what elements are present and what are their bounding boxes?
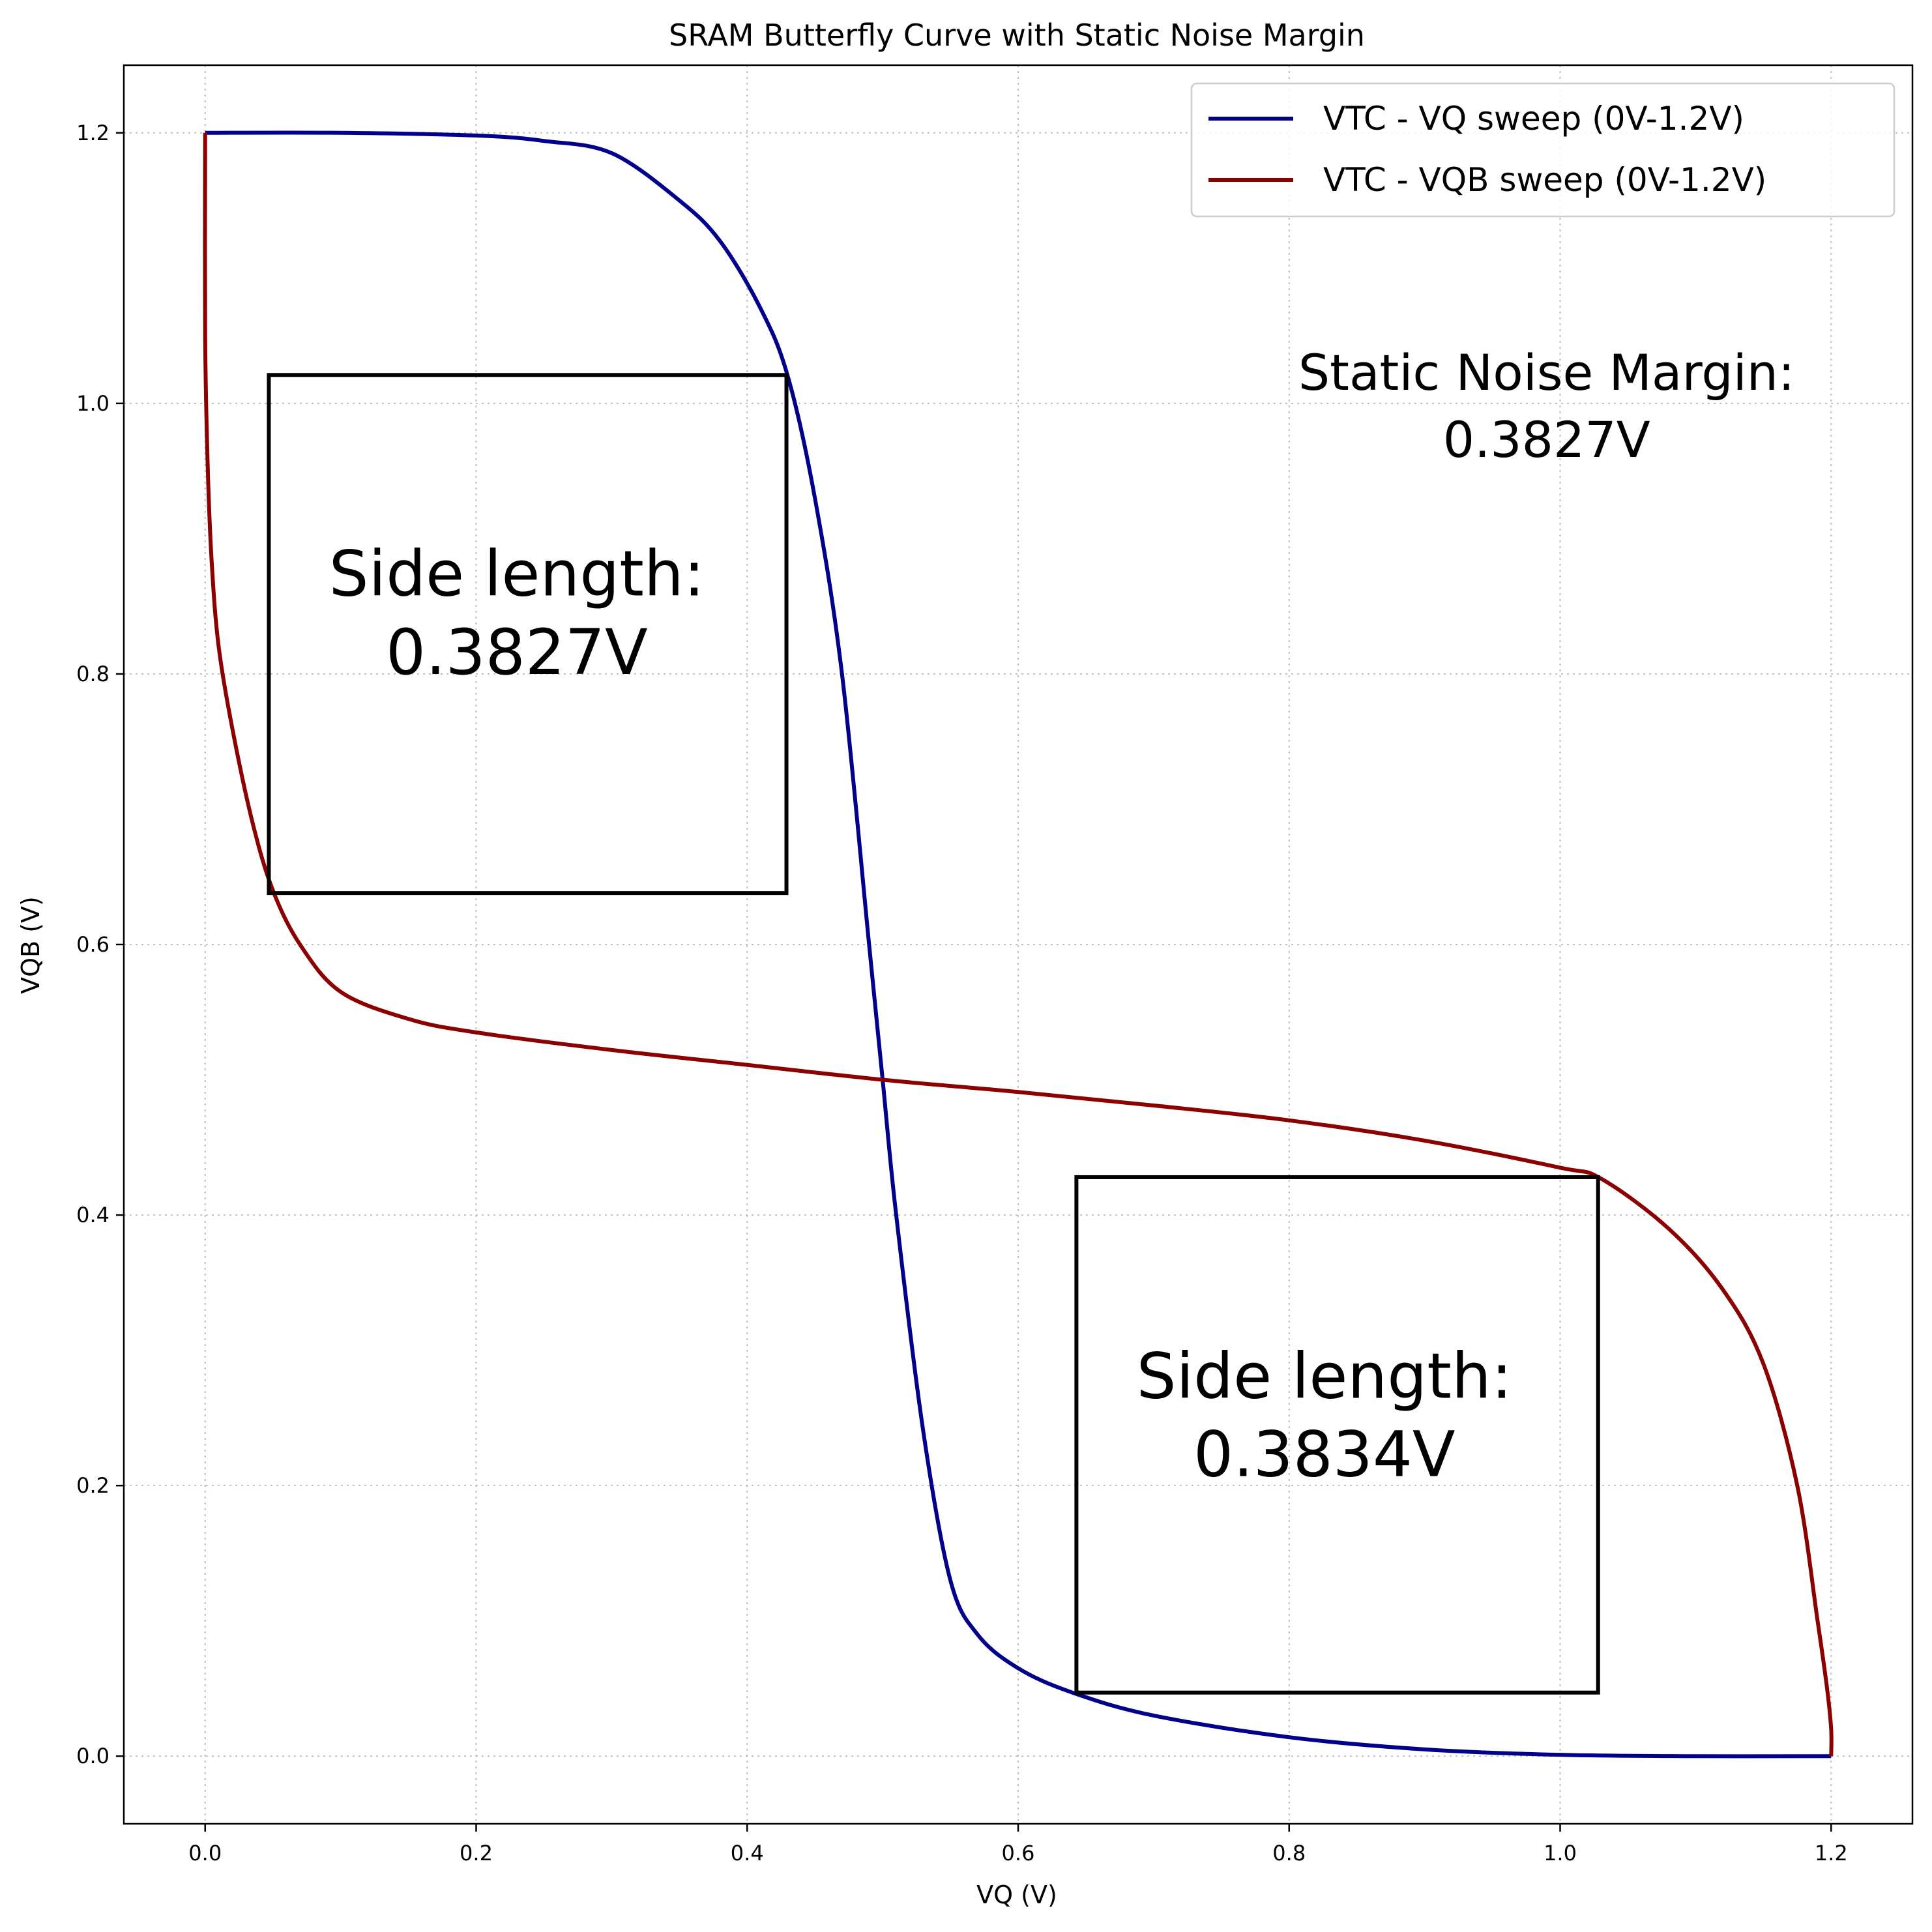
x-tick-label: 1.2: [1815, 1841, 1848, 1866]
annotations: Static Noise Margin: 0.3827V: [1298, 344, 1795, 469]
x-tick-label: 0.0: [188, 1841, 222, 1866]
legend: VTC - VQ sweep (0V-1.2V) VTC - VQB sweep…: [1190, 82, 1895, 218]
side-length-value: 0.3827V: [386, 616, 648, 689]
y-tick-label: 0.4: [76, 1203, 110, 1227]
legend-frame: [1190, 82, 1895, 218]
y-tick-label: 0.8: [76, 662, 110, 686]
y-tick-label: 1.2: [76, 121, 110, 145]
series-vqb-sweep: [203, 132, 1834, 1757]
side-length-value: 0.3834V: [1193, 1418, 1456, 1491]
chart-title: SRAM Butterfly Curve with Static Noise M…: [669, 18, 1365, 53]
plot-series: [203, 130, 1834, 1759]
x-tick-label: 0.8: [1272, 1841, 1306, 1866]
x-tick-label: 1.0: [1544, 1841, 1577, 1866]
x-tick-label: 0.6: [1002, 1841, 1035, 1866]
axis-ticks: 0.0 0.2 0.4 0.6 0.8 1.0 1.2 0.0 0.2 0.4 0.6 0.8 1.0 1…: [76, 121, 1848, 1866]
side-length-label: Side length:: [329, 538, 705, 611]
x-axis-label: VQ (V): [976, 1881, 1057, 1909]
noise-margin-square: [1074, 1175, 1600, 1695]
y-tick-label: 1.0: [76, 391, 110, 416]
y-tick-label: 0.6: [76, 932, 110, 957]
side-length-label: Side length:: [1137, 1339, 1512, 1412]
x-tick-label: 0.4: [731, 1841, 764, 1866]
snm-value: 0.3827V: [1443, 411, 1650, 469]
snm-label: Static Noise Margin:: [1298, 344, 1795, 402]
y-tick-label: 0.2: [76, 1473, 110, 1498]
legend-label-vqb-sweep: VTC - VQB sweep (0V-1.2V): [1323, 161, 1766, 199]
series-vq-sweep: [205, 130, 1832, 1759]
y-axis-label: VQB (V): [16, 896, 45, 994]
x-tick-label: 0.2: [460, 1841, 493, 1866]
legend-label-vq-sweep: VTC - VQ sweep (0V-1.2V): [1323, 100, 1744, 138]
y-tick-label: 0.0: [76, 1744, 110, 1768]
noise-margin-square: [267, 373, 789, 896]
